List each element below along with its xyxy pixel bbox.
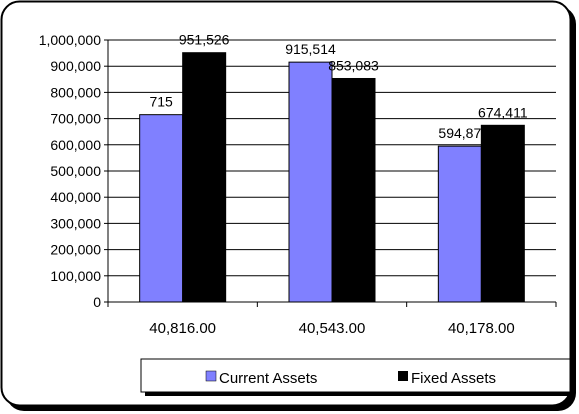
bar-fixed-assets [331,77,376,303]
bar-current-assets [288,61,333,303]
y-tick-label: 900,000 [50,58,101,74]
x-tick-label: 40,178.00 [448,320,515,337]
plot-area: 0 100,000 200,000 300,000 400,000 500,000 600,… [39,32,557,337]
y-tick-label: 0 [93,294,101,310]
y-tick-label: 100,000 [50,268,101,284]
data-label: 951,526 [179,32,230,48]
y-tick-label: 1,000,000 [39,32,101,48]
y-tick-label: 800,000 [50,84,101,100]
data-label: 594,87 [438,125,481,141]
data-label: 915,514 [285,41,336,57]
data-label: 853,083 [328,57,379,73]
x-tick-label: 40,816.00 [149,320,216,337]
y-tick-label: 700,000 [50,111,101,127]
legend-label-current-assets: Current Assets [219,370,317,387]
y-tick-label: 600,000 [50,137,101,153]
y-tick-labels: 0 100,000 200,000 300,000 400,000 500,000 600,… [39,32,102,310]
legend-label-fixed-assets: Fixed Assets [411,370,496,387]
bar-current-assets [139,114,184,303]
data-label: 715 [149,94,173,110]
x-tick-label: 40,543.00 [299,320,366,337]
bar-current-assets [437,145,482,303]
legend-swatch-fixed-assets [398,371,408,381]
legend-swatch-current-assets [205,370,217,382]
x-tick-labels: 40,816.00 40,543.00 40,178.00 [149,320,514,337]
y-tick-label: 500,000 [50,163,101,179]
bar-fixed-assets [480,124,525,303]
y-tick-label: 400,000 [50,189,101,205]
data-label: 674,411 [478,104,528,120]
bar-fixed-assets [182,52,227,303]
frame-border [0,0,572,407]
bars [139,52,525,303]
y-tick-label: 200,000 [50,242,101,258]
legend: Current Assets Fixed Assets [140,358,574,396]
y-tick-label: 300,000 [50,215,101,231]
x-ticks [107,302,557,307]
legend-box [140,358,571,393]
